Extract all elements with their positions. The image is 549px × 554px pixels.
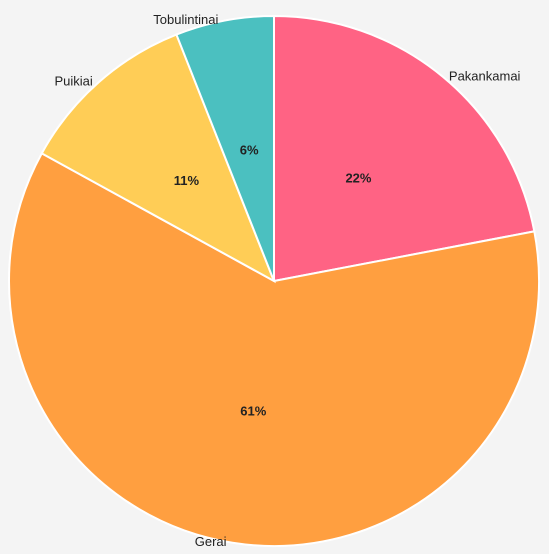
pie-slice: [175, 14, 275, 282]
slice-label: Gerai: [195, 534, 227, 549]
slice-percent: 22%: [345, 170, 371, 185]
slice-label: Puikiai: [54, 74, 92, 89]
slice-label: Tobulintinai: [153, 12, 218, 27]
slice-percent: 61%: [240, 403, 266, 418]
pie-slice: [40, 33, 276, 284]
slice-label: Pakankamai: [449, 68, 521, 83]
slice-percent: 11%: [174, 173, 200, 188]
pie-slice: [8, 151, 540, 547]
pie-slice: [273, 14, 536, 283]
slice-percent: 6%: [240, 142, 259, 157]
